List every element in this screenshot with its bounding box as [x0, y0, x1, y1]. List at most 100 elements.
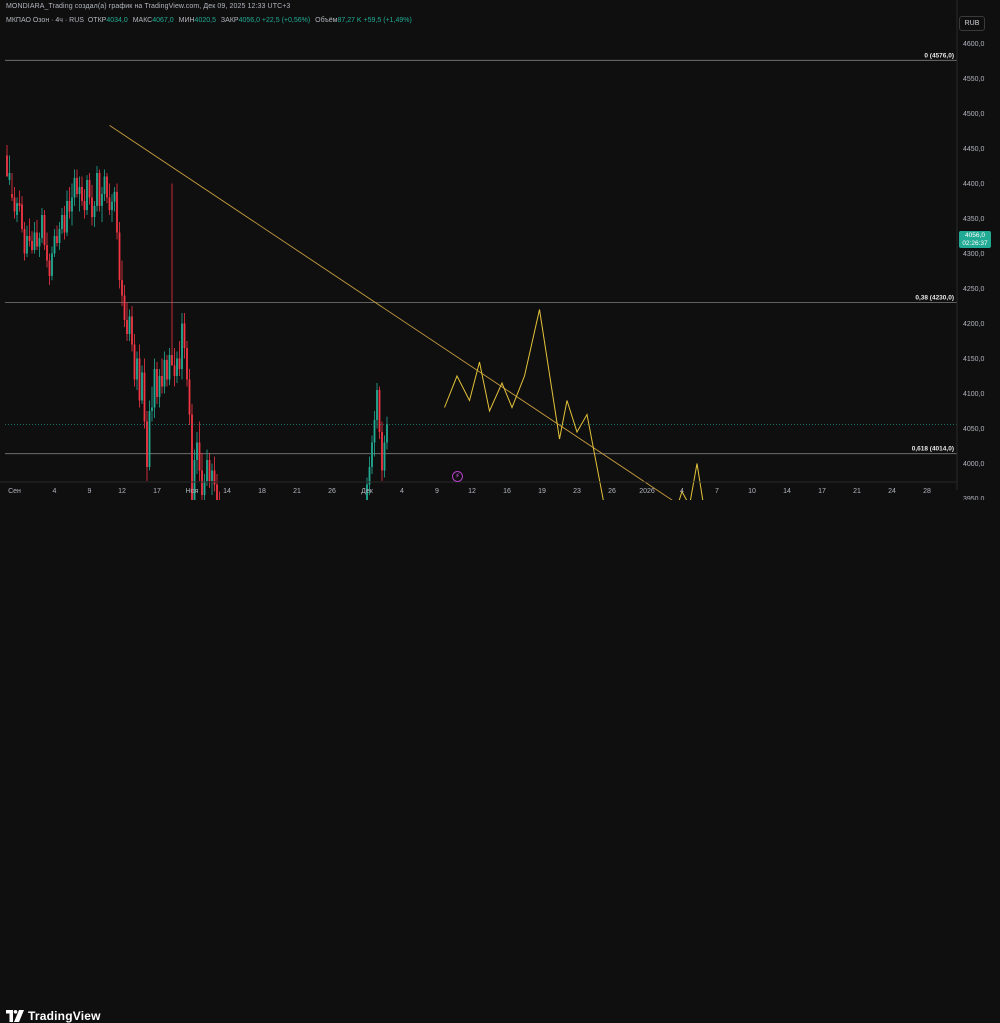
time-tick-label: 21: [293, 488, 301, 495]
lightning-icon[interactable]: ⚡: [452, 471, 463, 482]
candle-body: [203, 481, 206, 495]
candle-body: [81, 187, 83, 201]
candle-body: [173, 365, 176, 376]
candle-body: [118, 232, 121, 281]
candle-body: [43, 215, 46, 246]
time-tick-label: 4: [53, 488, 57, 495]
candle-body: [41, 215, 43, 239]
currency-button[interactable]: RUB: [959, 16, 985, 31]
candle-body: [143, 372, 146, 422]
price-tick-label: 4050,0: [963, 426, 985, 433]
candle-body: [36, 232, 38, 247]
time-tick-label: 14: [783, 488, 791, 495]
low-label: МИН: [178, 17, 195, 24]
candle-body: [378, 390, 381, 432]
candle-body: [208, 460, 211, 481]
price-tick-label: 4400,0: [963, 181, 985, 188]
chart-attribution: MONDIARA_Trading создал(а) график на Tra…: [6, 3, 291, 10]
candle-body: [121, 280, 123, 296]
time-tick-label: 14: [223, 488, 231, 495]
candle-body: [148, 411, 151, 467]
footer: TradingView: [0, 501, 1000, 1023]
candle-body: [13, 197, 16, 212]
candle-body: [376, 390, 378, 421]
tradingview-logo[interactable]: TradingView: [6, 1009, 101, 1023]
candle-body: [166, 359, 168, 380]
candle-body: [68, 201, 71, 212]
candle-body: [111, 201, 113, 211]
high-label: МАКС: [132, 17, 153, 24]
candle-body: [18, 203, 21, 206]
candle-body: [56, 236, 58, 243]
volume-value: 87,27 K +59,5 (+1,49%): [337, 17, 412, 24]
candle-body: [53, 236, 56, 254]
candle-body: [153, 369, 156, 408]
time-tick-label: 7: [715, 488, 719, 495]
candle-body: [196, 442, 198, 460]
candle-body: [171, 355, 173, 366]
candle-body: [133, 344, 136, 380]
low-value: 4020,5: [194, 17, 216, 24]
price-tick-label: 4600,0: [963, 41, 985, 48]
candle-body: [213, 470, 216, 485]
high-value: 4067,0: [152, 17, 174, 24]
candle-body: [31, 240, 33, 250]
projection-path[interactable]: [444, 309, 733, 501]
time-tick-label: 2026: [639, 488, 655, 495]
trendline[interactable]: [109, 125, 935, 500]
candle-body: [383, 442, 386, 471]
candle-body: [183, 323, 186, 348]
time-tick-label: 17: [153, 488, 161, 495]
open-label: ОТКР: [87, 17, 107, 24]
time-tick-label: 4: [400, 488, 404, 495]
candle-body: [131, 316, 133, 345]
fib-retracement[interactable]: 0 (4576,0)0,38 (4230,0)0,618 (4014,0)1 (…: [5, 52, 957, 500]
price-chart[interactable]: 0 (4576,0)0,38 (4230,0)0,618 (4014,0)1 (…: [0, 0, 1000, 500]
candle-body: [98, 173, 101, 206]
candle-body: [146, 421, 148, 467]
time-tick-label: 10: [748, 488, 756, 495]
candle-body: [141, 372, 143, 401]
price-tick-label: 4250,0: [963, 286, 985, 293]
candle-body: [198, 442, 201, 471]
candle-body: [103, 176, 106, 194]
candlestick-series: [5, 145, 957, 500]
candle-body: [71, 197, 73, 212]
time-tick-label: 9: [88, 488, 92, 495]
candle-body: [46, 245, 48, 261]
candle-body: [168, 355, 171, 380]
fib-level-label: 0,38 (4230,0): [915, 295, 954, 302]
symbol-title[interactable]: МКПАО Озон · 4ч · RUS: [6, 17, 84, 24]
time-tick-label: 17: [818, 488, 826, 495]
candle-body: [76, 177, 78, 194]
candle-body: [6, 155, 8, 177]
time-tick-label: 23: [573, 488, 581, 495]
candle-body: [163, 359, 166, 387]
ohlc-legend: МКПАО Озон · 4ч · RUS ОТКР4034,0 МАКС406…: [6, 17, 415, 24]
candle-body: [8, 173, 11, 180]
time-tick-label: Дек: [361, 488, 374, 495]
time-tick-label: Ноя: [186, 488, 199, 495]
open-value: 4034,0: [106, 17, 128, 24]
tradingview-logo-icon: [6, 1010, 24, 1022]
trendline-line[interactable]: [109, 125, 935, 500]
price-tick-label: 4100,0: [963, 391, 985, 398]
time-tick-label: 28: [923, 488, 931, 495]
projection-polyline[interactable]: [444, 309, 730, 501]
price-tick-label: 4300,0: [963, 251, 985, 258]
candle-body: [51, 253, 53, 276]
logo-text: TradingView: [28, 1009, 101, 1023]
candle-body: [21, 204, 23, 229]
candle-body: [191, 414, 193, 500]
price-axis[interactable]: 4600,0 4550,0 4500,0 4450,0 4400,0 4350,0 4300…: [956, 0, 985, 500]
price-tick-label: 4200,0: [963, 321, 985, 328]
candle-body: [38, 238, 41, 247]
candle-body: [186, 348, 188, 380]
candle-body: [63, 215, 66, 233]
candle-body: [136, 358, 138, 380]
candle-body: [386, 424, 388, 443]
time-tick-label: 12: [118, 488, 126, 495]
candle-body: [26, 236, 28, 254]
time-axis[interactable]: Сен 4 9 12 17 Ноя 14 18 21 26 Дек 4 9 12 16 19 23 26 2026 4…: [0, 481, 957, 495]
candle-body: [73, 177, 76, 198]
